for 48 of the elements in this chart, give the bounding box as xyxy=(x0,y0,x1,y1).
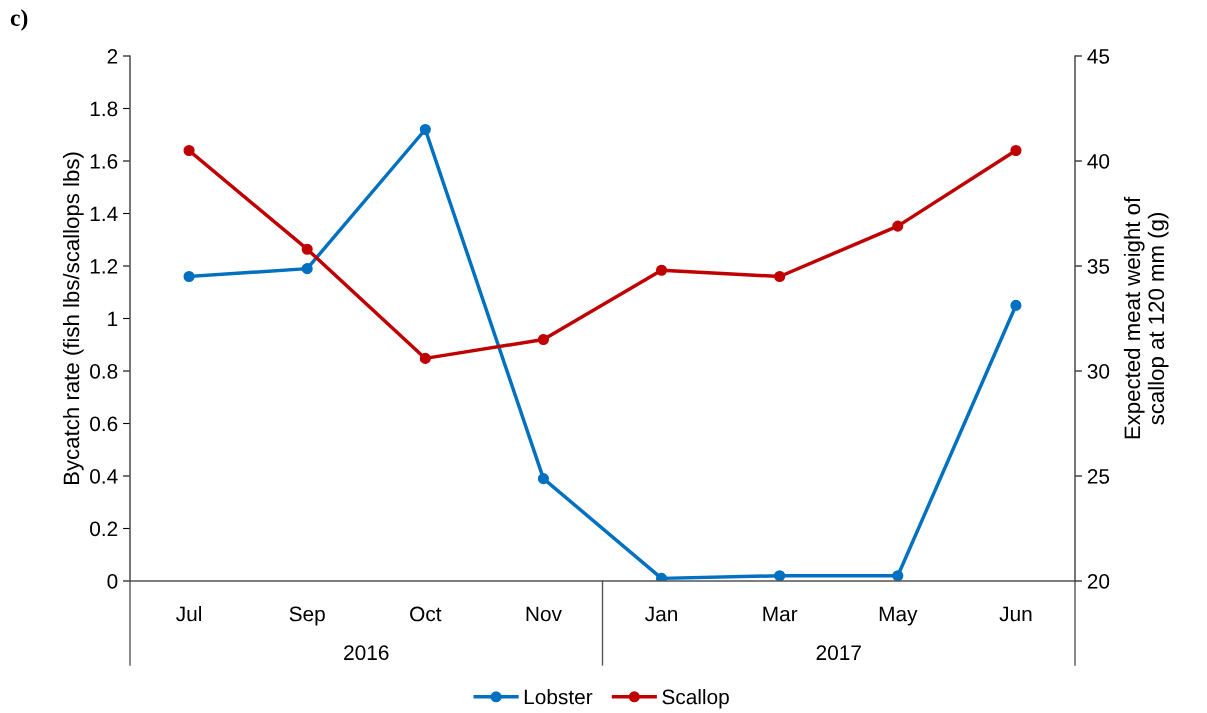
point xyxy=(301,243,313,255)
y-tick-label: 2 xyxy=(107,49,118,64)
y-tick-label: 1.6 xyxy=(90,154,118,169)
y2-tick-label: 20 xyxy=(1087,574,1110,589)
y2-axis-title: Expected meat weight of scallop at 120 mm (g) xyxy=(1123,196,1169,439)
point xyxy=(1010,299,1022,311)
point xyxy=(301,263,313,275)
text: c) xyxy=(10,9,28,31)
x-tick-label: Jul xyxy=(176,606,201,622)
y-tick-label: 1 xyxy=(108,311,118,327)
x-tick-label: Jun xyxy=(999,606,1032,622)
point xyxy=(537,473,549,485)
y-tick-label: 0.2 xyxy=(90,521,118,537)
legend-label: Lobster xyxy=(524,689,593,705)
x-tick-label: Sep xyxy=(289,606,325,626)
point xyxy=(774,570,786,581)
point xyxy=(183,270,195,283)
y2-tick-label: 40 xyxy=(1087,154,1110,169)
y2-tick-label: 35 xyxy=(1087,259,1110,274)
x-tick-label: Nov xyxy=(526,606,562,622)
x-tick-label: Mar xyxy=(763,606,798,622)
x-tick-label: May xyxy=(879,606,918,626)
point xyxy=(537,333,549,346)
text: 2017 xyxy=(816,645,861,661)
y-tick-label: 1.8 xyxy=(90,101,118,117)
y2-tick-label: 25 xyxy=(1087,469,1110,484)
point xyxy=(419,352,431,364)
point xyxy=(1010,144,1022,157)
y-axis-title: Bycatch rate (fish lbs/scallops lbs) xyxy=(62,152,84,485)
y-tick-label: 0.6 xyxy=(90,416,118,432)
y-tick-label: 0.8 xyxy=(90,364,118,379)
y2-tick-label: 45 xyxy=(1087,49,1110,64)
point xyxy=(656,264,668,276)
point xyxy=(892,220,904,232)
y-tick-label: 1.2 xyxy=(90,259,118,274)
point xyxy=(419,123,431,136)
text: 2016 xyxy=(344,645,389,661)
y-tick-label: 0.4 xyxy=(90,469,118,484)
point xyxy=(656,572,668,581)
x-tick-label: Oct xyxy=(410,606,442,622)
y-tick-label: 1.4 xyxy=(90,206,118,222)
legend-label: Scallop xyxy=(662,689,729,709)
y-tick-label: 0 xyxy=(107,574,118,589)
y2-tick-label: 30 xyxy=(1087,364,1110,379)
point xyxy=(892,570,904,581)
point xyxy=(183,144,195,157)
x-tick-label: Jan xyxy=(645,606,678,622)
point xyxy=(774,270,786,283)
